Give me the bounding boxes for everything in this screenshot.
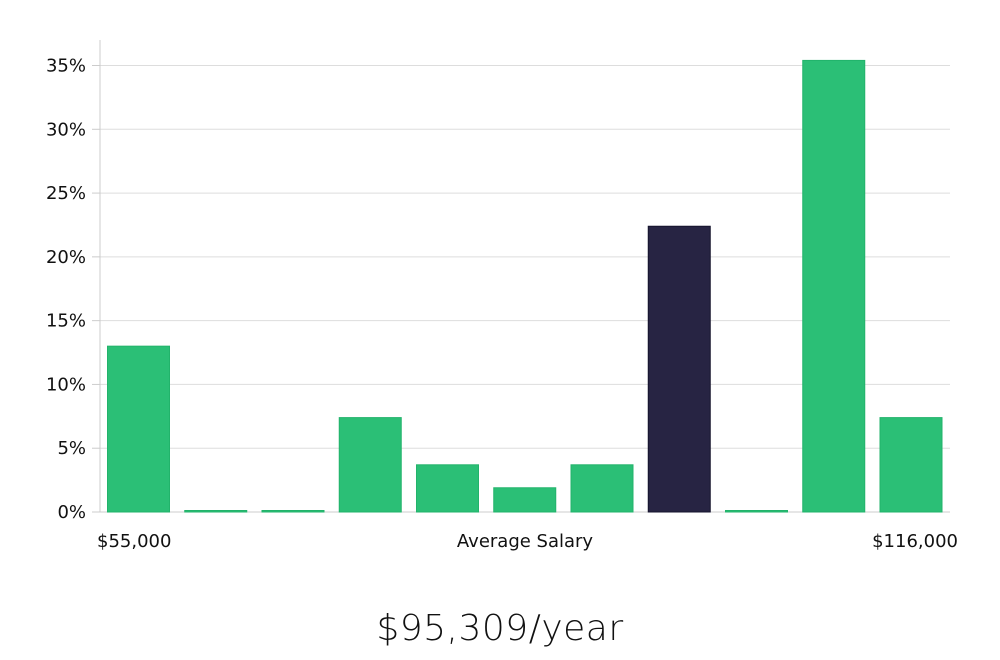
y-tick-label: 30% [46, 119, 86, 140]
y-tick-label: 0% [57, 502, 86, 523]
bar [338, 417, 402, 513]
bar [879, 417, 943, 513]
bars [107, 59, 943, 513]
y-tick-label: 35% [46, 56, 86, 77]
bar [416, 464, 479, 513]
bar [570, 464, 634, 513]
x-axis-label: Average Salary [457, 531, 594, 552]
bar-highlighted [647, 225, 711, 513]
bar [107, 345, 170, 513]
gridlines [100, 65, 950, 513]
bar [725, 510, 788, 513]
bar [261, 510, 325, 513]
average-salary-text: $95,309/year [376, 608, 624, 649]
y-tick-label: 15% [46, 311, 86, 332]
x-min-label: $55,000 [97, 531, 171, 552]
y-tick-label: 25% [46, 183, 86, 204]
salary-histogram: 0% 5% 10% 15% 20% 25% 30% 35% $55,000 Average S… [46, 40, 958, 552]
y-tick-label: 20% [46, 247, 86, 268]
y-axis-ticks: 0% 5% 10% 15% 20% 25% 30% 35% [46, 56, 100, 523]
bar [493, 487, 557, 513]
x-max-label: $116,000 [872, 531, 958, 552]
bar [802, 59, 866, 513]
y-tick-label: 10% [46, 374, 86, 395]
bar [184, 510, 248, 513]
y-tick-label: 5% [57, 438, 86, 459]
